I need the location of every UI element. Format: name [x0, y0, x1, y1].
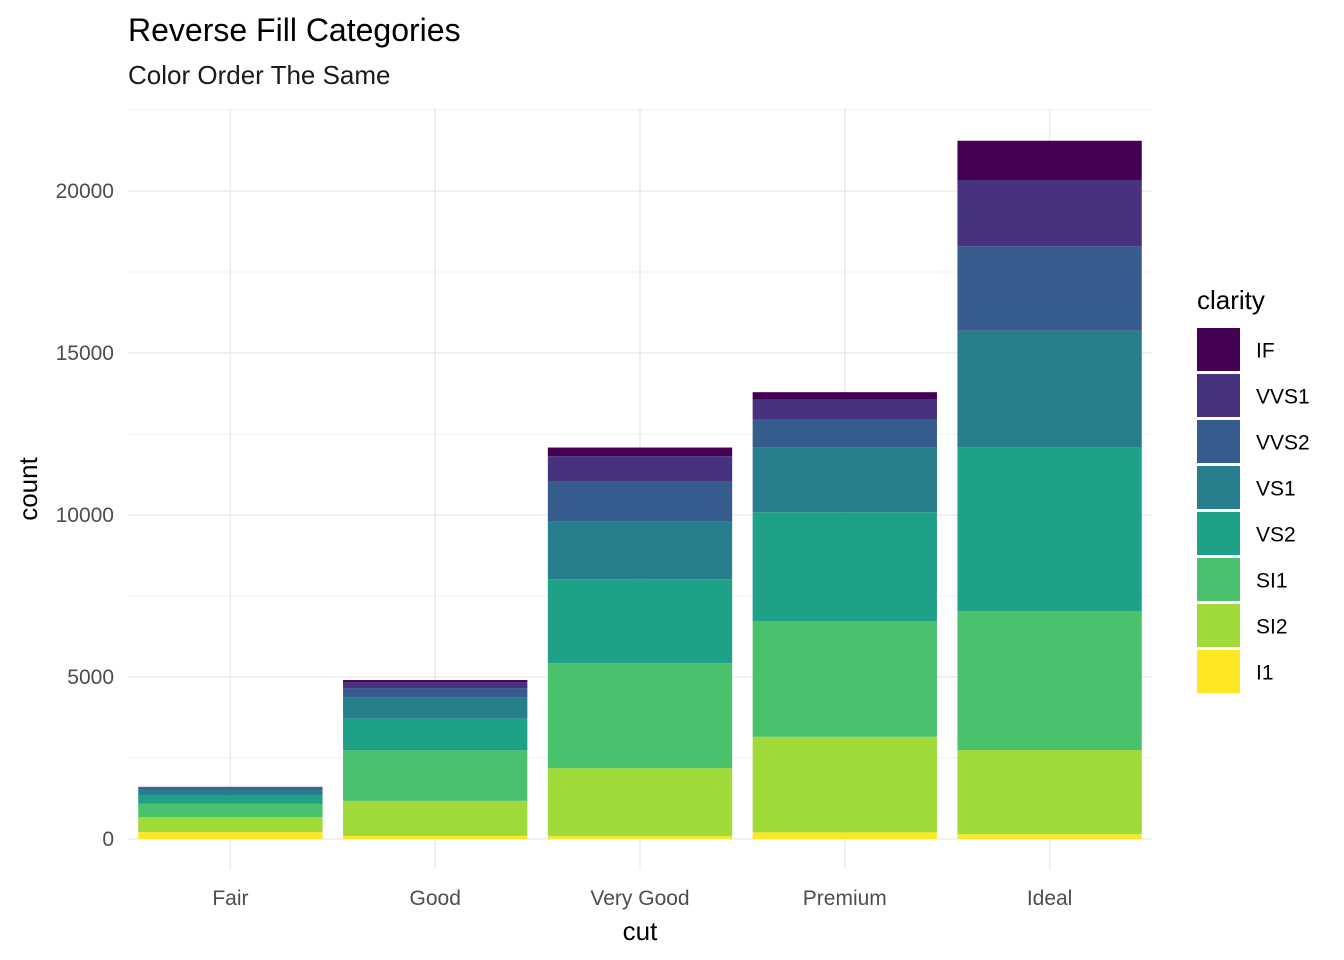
bar-segment-vs1	[138, 789, 323, 796]
bar-segment-vvs1	[547, 456, 733, 482]
bar-segment-vs1	[752, 447, 937, 513]
bar-segment-vvs2	[343, 688, 528, 698]
bar-segment-i1	[138, 832, 323, 839]
bar-segment-vvs1	[138, 787, 323, 788]
legend-title: clarity	[1197, 285, 1265, 315]
bar-segment-if	[343, 680, 528, 683]
y-tick-label: 10000	[56, 504, 114, 527]
bars	[138, 140, 1142, 839]
bar-segment-si1	[343, 750, 528, 801]
x-tick-label: Premium	[803, 887, 887, 910]
legend-label: IF	[1256, 340, 1275, 363]
x-tick-label: Good	[410, 887, 461, 910]
bar-segment-vvs1	[752, 399, 937, 420]
bar-segment-i1	[752, 832, 937, 839]
legend-label: SI1	[1256, 570, 1288, 593]
legend-key-vvs1	[1197, 374, 1240, 417]
legend-label: VVS1	[1256, 386, 1310, 409]
bar-segment-si2	[957, 750, 1142, 835]
bar-segment-vvs2	[957, 246, 1142, 331]
bar-segment-i1	[343, 835, 528, 839]
legend-label: SI2	[1256, 616, 1288, 639]
bar-segment-vs2	[752, 512, 937, 621]
bar-segment-vs2	[957, 447, 1142, 612]
bar-segment-vvs2	[752, 419, 937, 448]
x-tick-label: Ideal	[1027, 887, 1073, 910]
chart-title: Reverse Fill Categories	[128, 12, 461, 48]
axes: 0 5000 10000 15000 20000 Fair Good Very Good Pre…	[56, 180, 1073, 910]
legend-key-si2	[1197, 604, 1240, 647]
x-tick-label: Fair	[212, 887, 248, 910]
bar-segment-si2	[138, 817, 323, 833]
y-tick-label: 15000	[56, 342, 114, 365]
y-tick-label: 0	[102, 828, 114, 851]
bar-segment-vvs1	[343, 682, 528, 689]
bar-segment-if	[957, 140, 1142, 181]
bar-segment-vs1	[343, 697, 528, 719]
bar-segment-i1	[957, 834, 1142, 839]
bar-segment-si1	[957, 611, 1142, 751]
y-axis-title: count	[13, 456, 43, 520]
y-tick-label: 20000	[56, 180, 114, 203]
legend-label: VS2	[1256, 524, 1296, 547]
bar-segment-si1	[138, 803, 323, 818]
legend-key-i1	[1197, 650, 1240, 693]
x-axis-title: cut	[623, 916, 658, 946]
bar-segment-si2	[547, 768, 733, 837]
chart-subtitle: Color Order The Same	[128, 60, 391, 90]
legend-key-vs2	[1197, 512, 1240, 555]
y-tick-label: 5000	[67, 666, 114, 689]
legend-label: I1	[1256, 662, 1274, 685]
legend-key-if	[1197, 328, 1240, 371]
x-tick-label: Very Good	[590, 887, 689, 910]
bar-segment-vs1	[547, 521, 733, 580]
legend-key-si1	[1197, 558, 1240, 601]
legend-label: VVS2	[1256, 432, 1310, 455]
bar-segment-vs2	[138, 795, 323, 804]
legend-key-vvs2	[1197, 420, 1240, 463]
legend-label: VS1	[1256, 478, 1296, 501]
legend: clarity IF VVS1 VVS2 VS1 VS2 SI1 SI2 I1	[1197, 285, 1310, 693]
bar-segment-si1	[752, 620, 937, 737]
bar-segment-if	[547, 447, 733, 457]
bar-segment-vs2	[547, 579, 733, 664]
legend-key-vs1	[1197, 466, 1240, 509]
bar-segment-vs1	[957, 330, 1142, 448]
bar-segment-i1	[547, 836, 733, 839]
bar-segment-if	[752, 392, 937, 400]
bar-segment-si2	[343, 800, 528, 836]
bar-segment-vvs1	[957, 180, 1142, 247]
bar-segment-si1	[547, 663, 733, 769]
bar-segment-si2	[752, 736, 937, 833]
bar-segment-vvs2	[138, 787, 323, 790]
bar-segment-vvs2	[547, 481, 733, 522]
bar-segment-vs2	[343, 718, 528, 751]
